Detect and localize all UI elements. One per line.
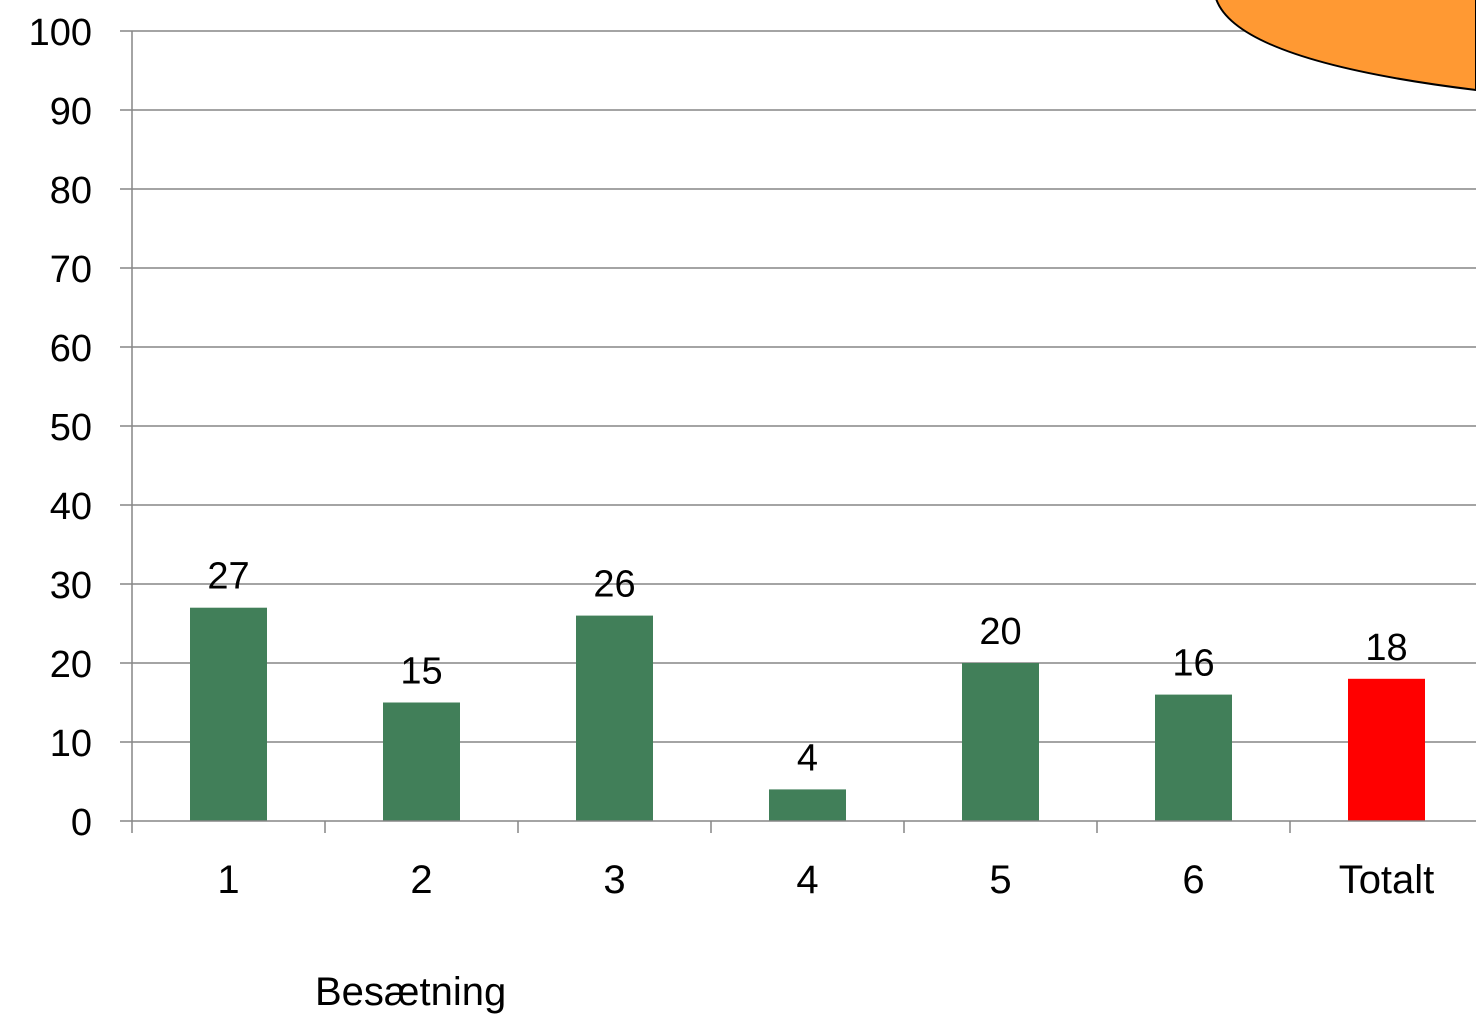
y-tick-label: 80 xyxy=(50,170,92,212)
data-labels: 27 15 26 4 20 16 18 xyxy=(207,556,1407,780)
y-tick-label: 10 xyxy=(50,723,92,765)
bar-3 xyxy=(576,615,653,821)
data-label: 18 xyxy=(1365,627,1407,669)
y-tick-label: 60 xyxy=(50,328,92,370)
x-tick-label: 3 xyxy=(603,858,625,902)
y-tick-label: 0 xyxy=(71,802,92,844)
data-label: 26 xyxy=(593,564,635,606)
y-tick-label: 30 xyxy=(50,565,92,607)
x-axis-tick-labels: 1 2 3 4 5 6 Totalt xyxy=(217,858,1434,902)
bar-4 xyxy=(769,789,846,821)
bar-1 xyxy=(190,607,267,821)
x-tick-label: 6 xyxy=(1182,858,1204,902)
y-tick-label: 40 xyxy=(50,486,92,528)
data-label: 15 xyxy=(400,651,442,693)
x-tick-label: 4 xyxy=(796,858,818,902)
data-label: 20 xyxy=(979,611,1021,653)
y-tick-label: 20 xyxy=(50,644,92,686)
x-tick-label: Totalt xyxy=(1339,858,1435,902)
x-axis-title: Besætning xyxy=(315,970,507,1014)
x-tick-label: 2 xyxy=(410,858,432,902)
bar-5 xyxy=(962,663,1039,821)
gridlines xyxy=(120,30,1476,822)
y-tick-label: 100 xyxy=(29,12,92,54)
y-tick-label: 70 xyxy=(50,249,92,291)
x-axis xyxy=(131,31,1476,833)
speech-bubble-shape xyxy=(1215,0,1476,92)
data-label: 16 xyxy=(1172,643,1214,685)
y-axis-tick-labels: 0 10 20 30 40 50 60 70 80 90 100 xyxy=(29,12,92,844)
bar-2 xyxy=(383,702,460,821)
bar-totalt xyxy=(1348,678,1425,821)
bar-6 xyxy=(1155,694,1232,821)
x-tick-label: 5 xyxy=(989,858,1011,902)
bars xyxy=(190,607,1425,821)
x-tick-label: 1 xyxy=(217,858,239,902)
y-tick-label: 50 xyxy=(50,407,92,449)
data-label: 4 xyxy=(797,737,818,779)
y-tick-label: 90 xyxy=(50,91,92,133)
data-label: 27 xyxy=(207,556,249,598)
